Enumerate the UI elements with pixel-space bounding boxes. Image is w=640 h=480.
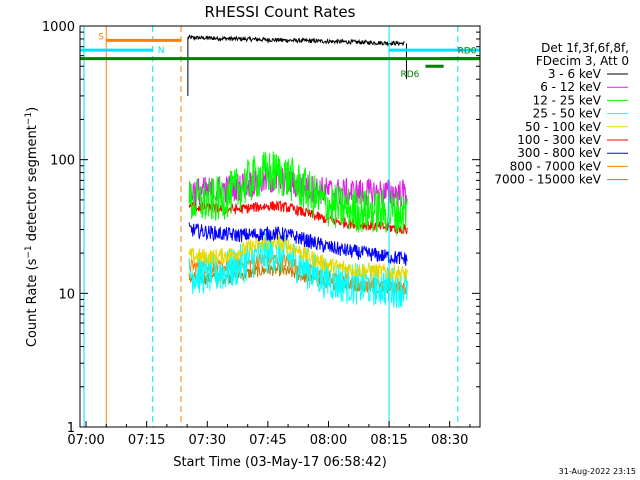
- plot-frame: [79, 25, 481, 428]
- y-tick-label: 100: [50, 154, 75, 169]
- rd6-bar-label: RD6: [400, 70, 419, 80]
- x-tick-label: 07:00: [67, 433, 104, 448]
- x-tick-label: 08:30: [431, 433, 468, 448]
- legend-label: 50 - 100 keV: [525, 120, 602, 134]
- legend-label: 800 - 7000 keV: [510, 159, 602, 173]
- series-layer: [187, 34, 408, 309]
- legend-label: 300 - 800 keV: [517, 146, 601, 160]
- y-axis-label: Count Rate (s−1 detector segment−1): [24, 107, 40, 347]
- saa-bar-label: S: [98, 32, 104, 42]
- y-axis-label-sup2: −1: [24, 112, 34, 125]
- legend-label: 7000 - 15000 keV: [494, 173, 601, 187]
- axis-layer: 07:00 07:15 07:30 07:45 08:00 08:15 08:30 1 10 10…: [42, 20, 480, 448]
- legend-label: 25 - 50 keV: [533, 107, 602, 121]
- series-line-3-6-kev: [187, 34, 405, 47]
- legend-label: 12 - 25 keV: [533, 93, 602, 107]
- legend: Det 1f,3f,6f,8f, FDecim 3, Att 0 3 - 6 k…: [494, 41, 629, 187]
- x-tick-label: 07:45: [249, 433, 286, 448]
- y-tick-label: 1000: [42, 20, 75, 35]
- series-line-300-800-kev: [188, 222, 408, 266]
- y-tick-label: 1: [67, 421, 75, 436]
- legend-header-line-2: FDecim 3, Att 0: [536, 54, 629, 68]
- annotation-layer: S N RD6 RD0: [80, 26, 480, 427]
- x-tick-label: 08:00: [310, 433, 347, 448]
- x-axis-label: Start Time (03-May-17 06:58:42): [173, 455, 387, 470]
- rd0-bar-label: RD0: [458, 47, 477, 57]
- x-tick-label: 07:15: [128, 433, 165, 448]
- series-line-50-100-kev: [188, 235, 408, 283]
- chart-title: RHESSI Count Rates: [205, 3, 356, 21]
- y-axis-label-end: ): [25, 107, 40, 112]
- y-axis-label-sup1: −1: [24, 245, 34, 258]
- y-axis-label-main: Count Rate (s: [25, 258, 40, 347]
- series-line-25-50-kev: [188, 233, 408, 309]
- y-axis-label-mid: detector segment: [25, 125, 40, 245]
- series-line-12-25-kev: [188, 151, 408, 236]
- night-bar-1-label: N: [158, 46, 165, 56]
- legend-label: 6 - 12 keV: [540, 80, 602, 94]
- legend-label: 3 - 6 keV: [548, 67, 602, 81]
- legend-label: 100 - 300 keV: [517, 133, 601, 147]
- y-tick-label: 10: [58, 287, 75, 302]
- footer-timestamp: 31-Aug-2022 23:15: [559, 467, 636, 476]
- legend-header-line-1: Det 1f,3f,6f,8f,: [541, 41, 629, 55]
- x-tick-label: 08:15: [370, 433, 407, 448]
- x-tick-label: 07:30: [189, 433, 226, 448]
